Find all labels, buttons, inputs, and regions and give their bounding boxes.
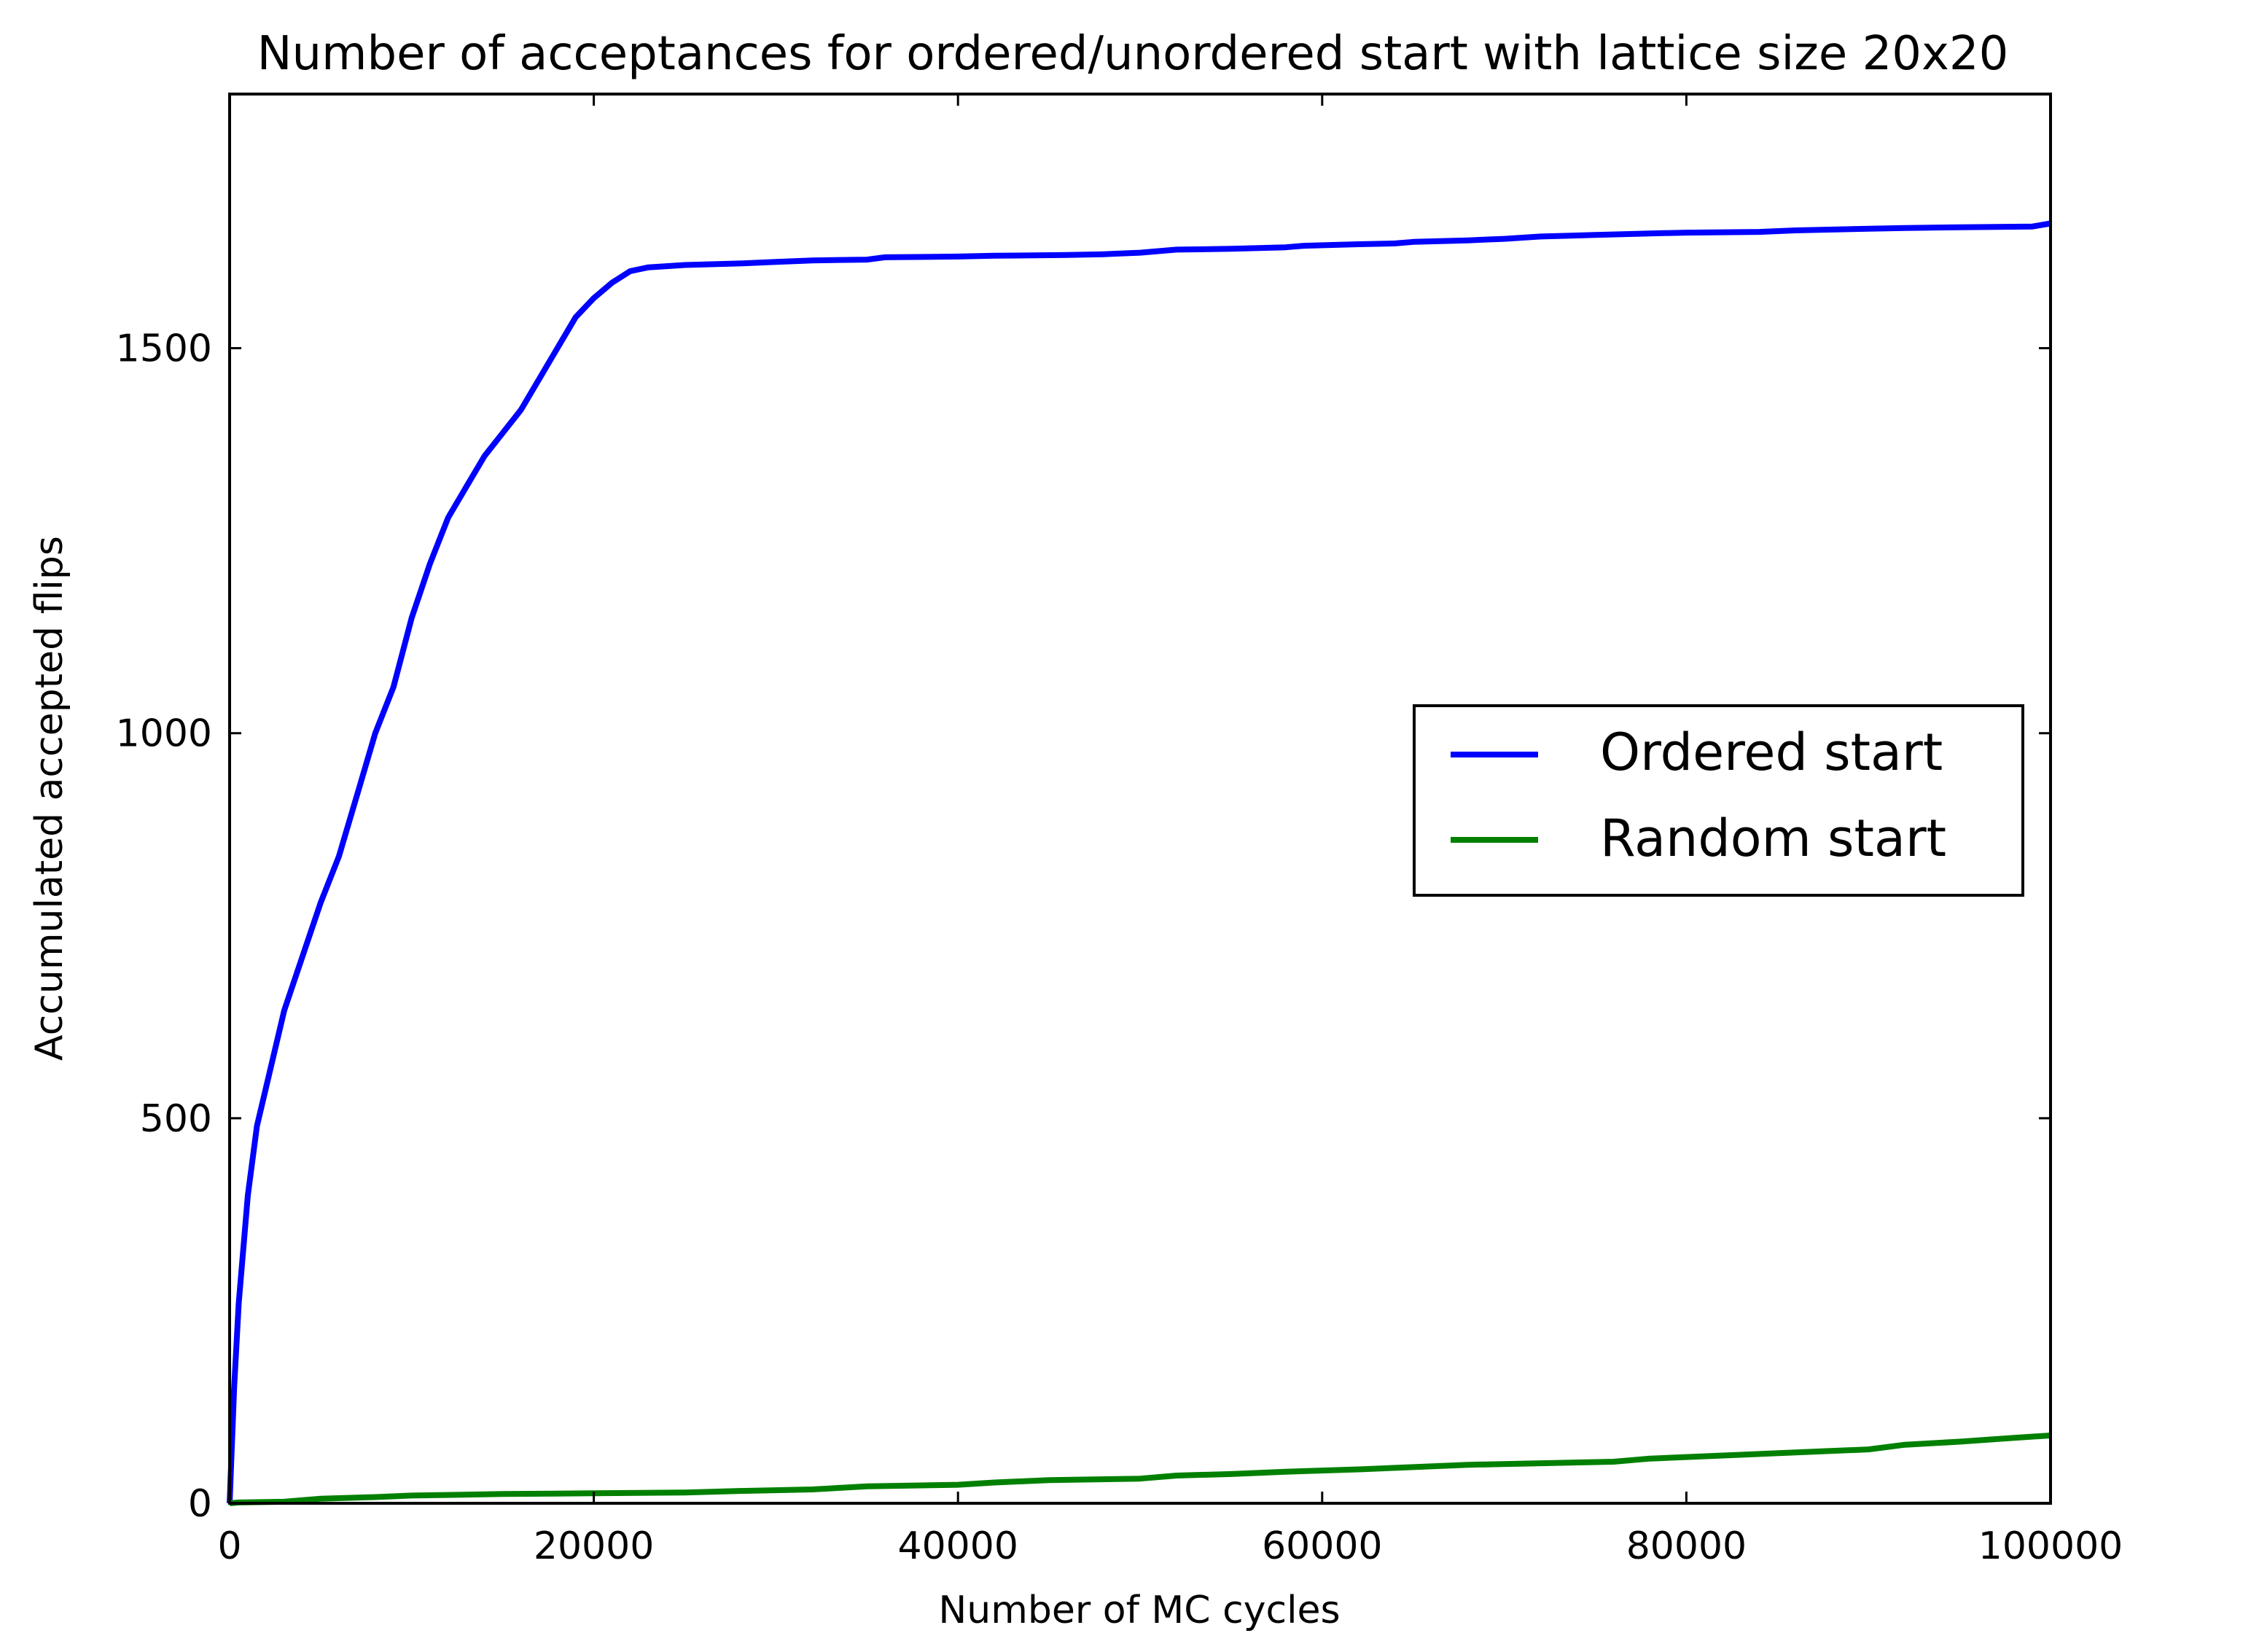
y-ticks: 0 500 1000 1500 bbox=[116, 327, 2051, 1526]
plot-series bbox=[227, 220, 2051, 1506]
x-ticks: 0 20000 40000 60000 80000 100000 bbox=[217, 94, 2123, 1568]
y-tick-label: 1000 bbox=[116, 712, 212, 756]
legend-label-random-start: Random start bbox=[1600, 809, 1946, 868]
x-axis-label: Number of MC cycles bbox=[938, 1589, 1340, 1632]
plot-frame bbox=[228, 93, 2052, 1505]
x-tick-label: 80000 bbox=[1626, 1524, 1747, 1568]
x-tick-label: 20000 bbox=[534, 1524, 654, 1568]
x-tick-label: 60000 bbox=[1262, 1524, 1382, 1568]
y-axis-label: Accumulated accepted flips bbox=[28, 536, 71, 1061]
chart-title: Number of acceptances for ordered/unorde… bbox=[257, 27, 2009, 81]
y-tick-label: 500 bbox=[140, 1097, 212, 1141]
y-tick-label: 0 bbox=[188, 1482, 212, 1526]
legend: Ordered start Random start bbox=[1413, 704, 2024, 897]
x-tick-label: 100000 bbox=[1978, 1524, 2123, 1568]
y-tick-label: 1500 bbox=[116, 327, 212, 371]
x-tick-label: 40000 bbox=[897, 1524, 1018, 1568]
legend-label-ordered-start: Ordered start bbox=[1600, 722, 1943, 782]
x-tick-label: 0 bbox=[217, 1524, 241, 1568]
legend-box bbox=[1413, 704, 2024, 897]
series-line-random-start bbox=[229, 1433, 2051, 1506]
series-line-ordered-start bbox=[227, 220, 2051, 1504]
